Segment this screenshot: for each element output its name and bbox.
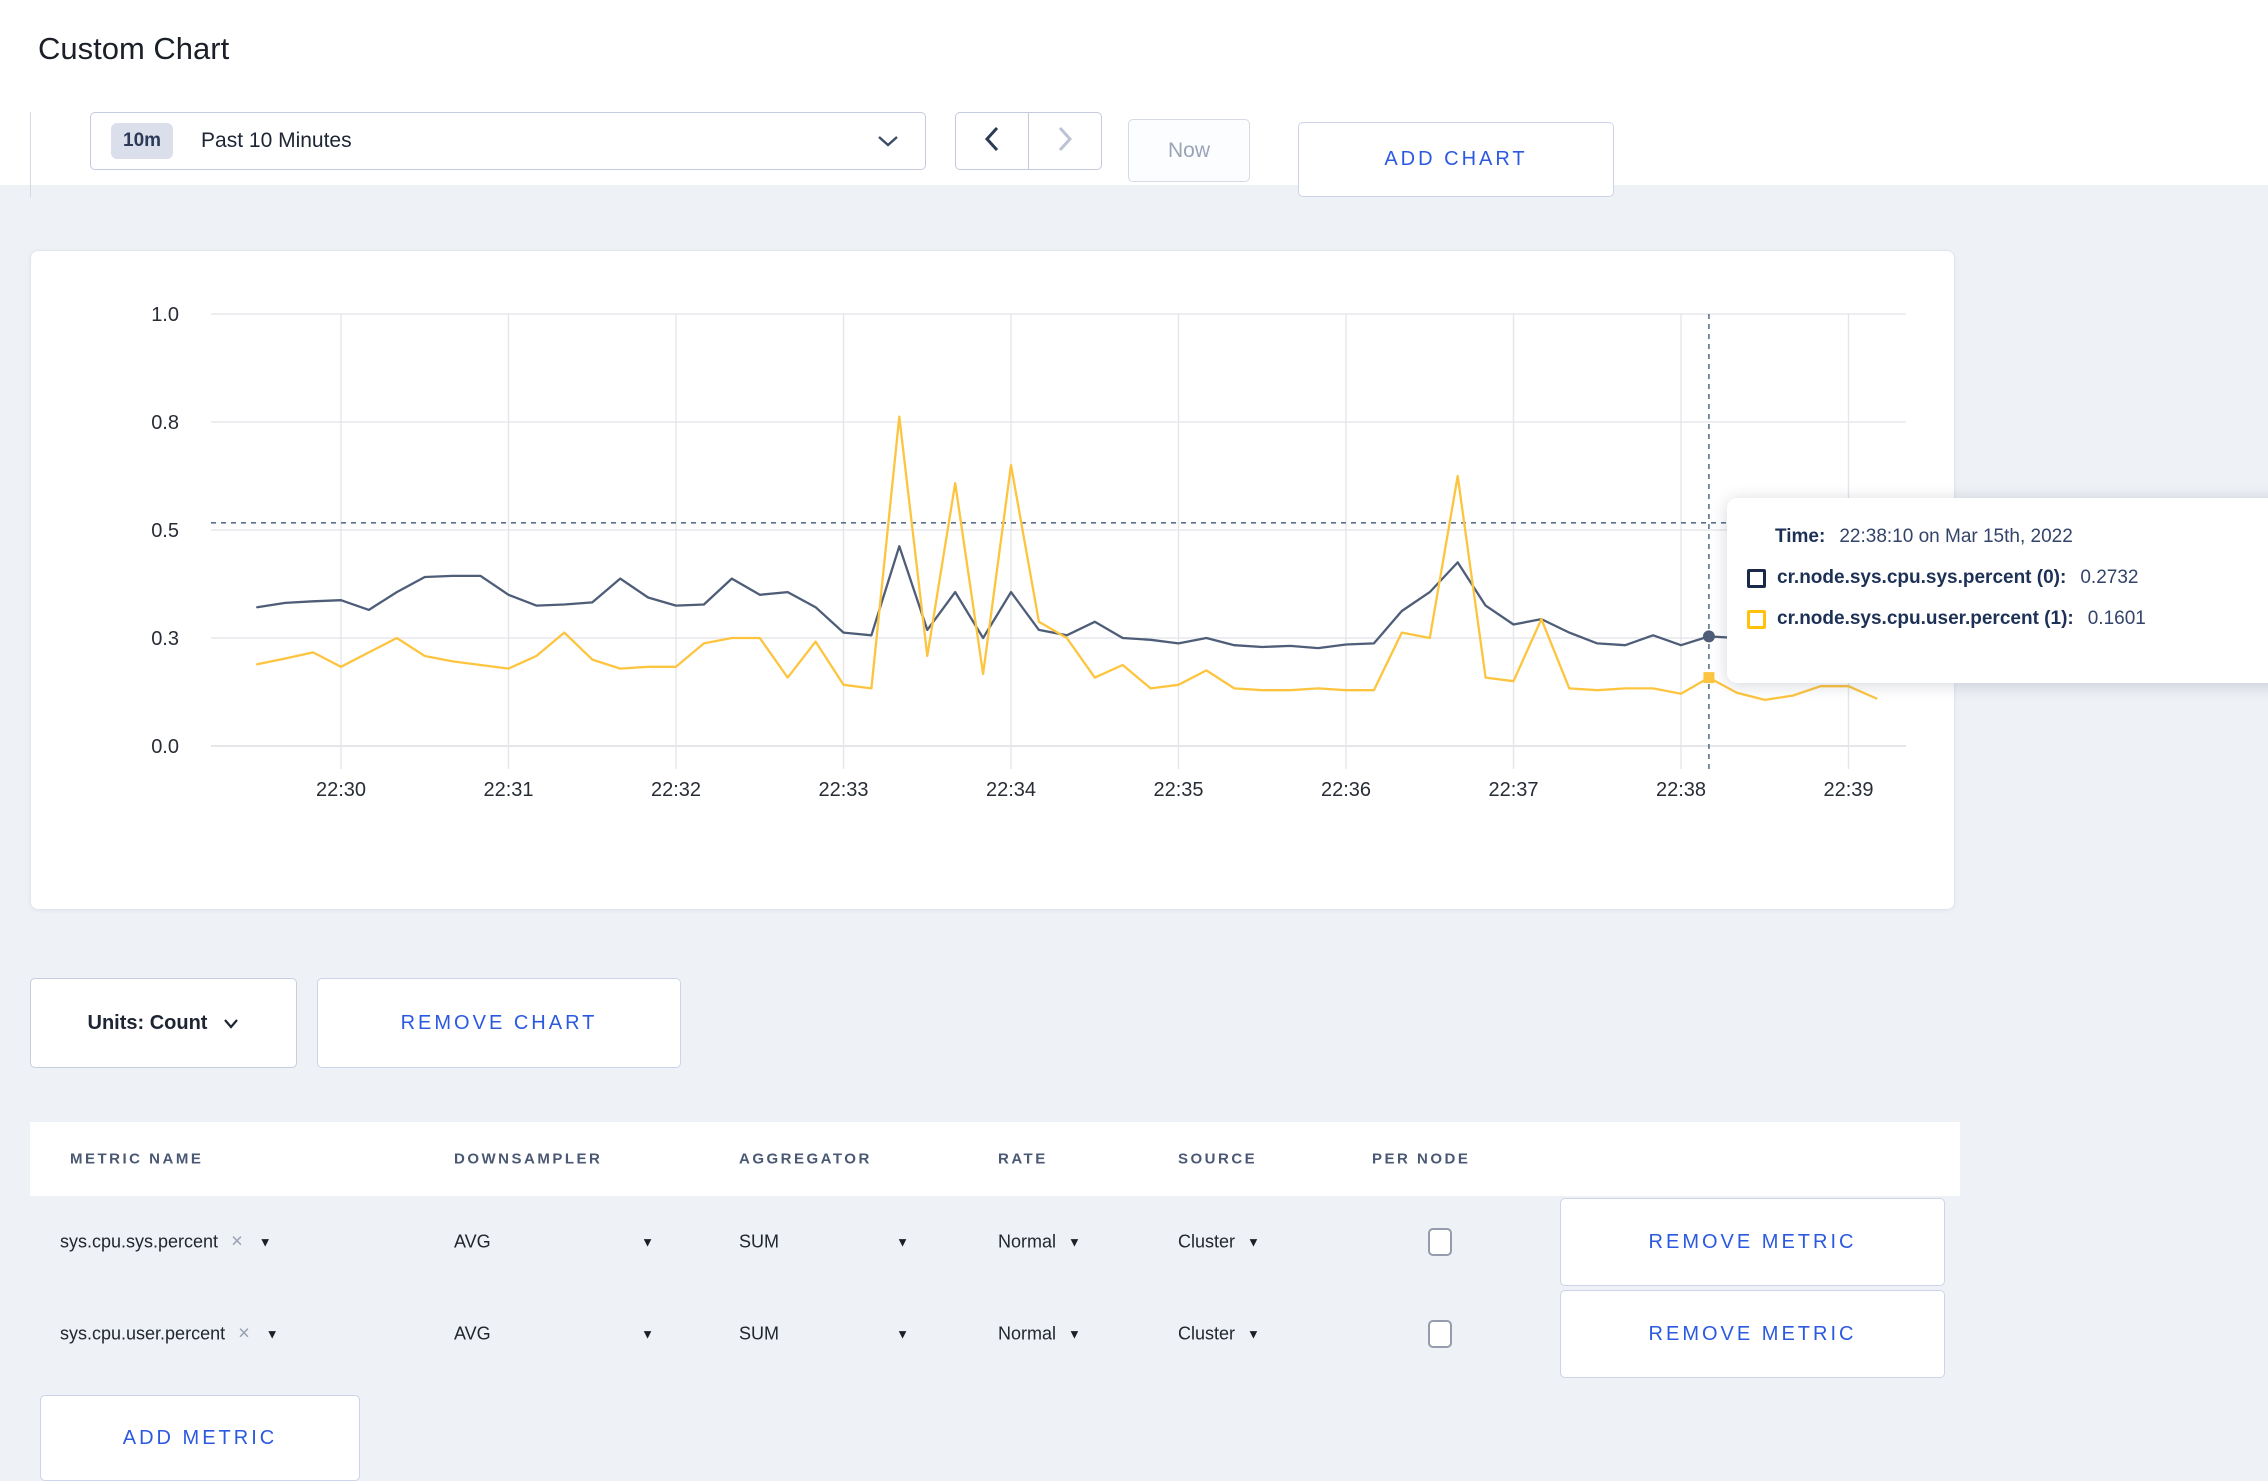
crosshair-dot-user — [1703, 672, 1715, 684]
metric-name-value: sys.cpu.user.percent — [60, 1323, 226, 1344]
remove-metric-button[interactable]: REMOVE METRIC — [1560, 1198, 1945, 1286]
caret-down-icon: ▼ — [896, 1326, 909, 1342]
per-node-checkbox[interactable] — [1428, 1228, 1452, 1256]
tooltip-series-row: cr.node.sys.cpu.sys.percent (0): 0.2732 — [1747, 567, 2268, 589]
time-prev-button[interactable] — [955, 112, 1029, 170]
caret-down-icon: ▼ — [1068, 1234, 1081, 1250]
user-series-swatch-icon — [1747, 609, 1766, 629]
aggregator-value: SUM — [739, 1323, 779, 1344]
y-tick-label: 0.5 — [151, 520, 179, 542]
series-line-sys — [256, 545, 1878, 650]
chevron-left-icon — [984, 126, 1000, 157]
chart-card: 1.0 0.8 0.5 0.3 0.0 22:30 22:31 22:32 22:33 22:34… — [30, 250, 1955, 910]
col-header-per-node: PER NODE — [1372, 1150, 1471, 1168]
source-value: Cluster — [1178, 1323, 1236, 1344]
downsampler-select[interactable]: AVG ▼ — [454, 1232, 654, 1253]
chevron-down-icon — [223, 1012, 239, 1035]
table-row: sys.cpu.user.percent × ▼ AVG ▼ SUM ▼ Nor… — [30, 1288, 1960, 1380]
x-tick-label: 22:30 — [316, 779, 366, 801]
x-tick-label: 22:33 — [818, 779, 868, 801]
col-header-rate: RATE — [998, 1150, 1048, 1168]
tooltip-time-row: Time: 22:38:10 on Mar 15th, 2022 — [1775, 526, 2268, 548]
caret-down-icon: ▼ — [641, 1326, 654, 1342]
units-label: Units: Count — [87, 1011, 208, 1034]
controls-left-divider — [30, 112, 31, 198]
metric-name-value: sys.cpu.sys.percent — [60, 1231, 219, 1252]
metric-name-select[interactable]: sys.cpu.sys.percent × ▼ — [60, 1231, 272, 1254]
caret-down-icon: ▼ — [641, 1234, 654, 1250]
metrics-table-header: METRIC NAME DOWNSAMPLER AGGREGATOR RATE … — [30, 1122, 1960, 1196]
clear-metric-icon[interactable]: × — [238, 1322, 250, 1345]
x-tick-label: 22:38 — [1656, 779, 1706, 801]
aggregator-value: SUM — [739, 1231, 779, 1252]
remove-chart-button[interactable]: REMOVE CHART — [317, 978, 681, 1068]
col-header-metric-name: METRIC NAME — [70, 1150, 204, 1168]
series-line-user — [256, 415, 1878, 702]
caret-down-icon: ▼ — [1247, 1326, 1260, 1342]
units-dropdown[interactable]: Units: Count — [30, 978, 297, 1068]
tooltip-time-label: Time: — [1775, 526, 1826, 547]
x-tick-label: 22:37 — [1488, 779, 1538, 801]
chevron-down-icon — [877, 134, 899, 148]
x-tick-label: 22:36 — [1321, 779, 1371, 801]
remove-metric-button[interactable]: REMOVE METRIC — [1560, 1290, 1945, 1378]
chevron-right-icon — [1057, 126, 1073, 157]
rate-value: Normal — [998, 1323, 1057, 1344]
time-next-button[interactable] — [1028, 112, 1102, 170]
tooltip-series-name: cr.node.sys.cpu.sys.percent (0): — [1777, 567, 2067, 588]
y-tick-label: 0.3 — [151, 628, 179, 650]
table-row: sys.cpu.sys.percent × ▼ AVG ▼ SUM ▼ Norm… — [30, 1196, 1960, 1288]
page-title: Custom Chart — [38, 30, 230, 66]
per-node-checkbox[interactable] — [1428, 1320, 1452, 1348]
tooltip-time-value: 22:38:10 on Mar 15th, 2022 — [1839, 526, 2073, 547]
tooltip-series-row: cr.node.sys.cpu.user.percent (1): 0.1601 — [1747, 608, 2268, 630]
time-range-badge: 10m — [111, 123, 174, 159]
source-select[interactable]: Cluster ▼ — [1178, 1232, 1260, 1253]
downsampler-value: AVG — [454, 1231, 491, 1252]
cpu-usage-chart-svg: 1.0 0.8 0.5 0.3 0.0 22:30 22:31 22:32 22:33 22:34… — [151, 304, 1906, 801]
source-select[interactable]: Cluster ▼ — [1178, 1324, 1260, 1345]
caret-down-icon: ▼ — [1247, 1234, 1260, 1250]
y-tick-label: 0.8 — [151, 412, 179, 434]
clear-metric-icon[interactable]: × — [231, 1230, 243, 1253]
add-chart-button[interactable]: ADD CHART — [1298, 122, 1614, 197]
aggregator-select[interactable]: SUM ▼ — [739, 1324, 909, 1345]
tooltip-series-value: 0.2732 — [2080, 567, 2139, 588]
rate-select[interactable]: Normal ▼ — [998, 1232, 1081, 1253]
x-tick-label: 22:35 — [1153, 779, 1203, 801]
downsampler-value: AVG — [454, 1323, 491, 1344]
y-tick-label: 1.0 — [151, 304, 179, 326]
sys-series-swatch-icon — [1747, 568, 1766, 588]
caret-down-icon: ▼ — [265, 1326, 279, 1342]
x-tick-label: 22:34 — [986, 779, 1036, 801]
now-button[interactable]: Now — [1128, 119, 1250, 182]
metric-name-select[interactable]: sys.cpu.user.percent × ▼ — [60, 1323, 279, 1346]
caret-down-icon: ▼ — [258, 1234, 272, 1250]
rate-select[interactable]: Normal ▼ — [998, 1324, 1081, 1345]
caret-down-icon: ▼ — [1068, 1326, 1081, 1342]
time-range-label: Past 10 Minutes — [201, 129, 352, 152]
downsampler-select[interactable]: AVG ▼ — [454, 1324, 654, 1345]
x-tick-label: 22:39 — [1823, 779, 1873, 801]
tooltip-series-name: cr.node.sys.cpu.user.percent (1): — [1777, 608, 2074, 629]
rate-value: Normal — [998, 1231, 1057, 1252]
x-tick-label: 22:31 — [483, 779, 533, 801]
chart-tooltip: Time: 22:38:10 on Mar 15th, 2022 cr.node… — [1727, 498, 2268, 683]
tooltip-series-value: 0.1601 — [2087, 608, 2146, 629]
col-header-downsampler: DOWNSAMPLER — [454, 1150, 603, 1168]
crosshair-dot-sys — [1702, 630, 1715, 643]
caret-down-icon: ▼ — [896, 1234, 909, 1250]
x-tick-label: 22:32 — [651, 779, 701, 801]
source-value: Cluster — [1178, 1231, 1236, 1252]
y-tick-label: 0.0 — [151, 736, 179, 758]
col-header-source: SOURCE — [1178, 1150, 1258, 1168]
aggregator-select[interactable]: SUM ▼ — [739, 1232, 909, 1253]
add-metric-button[interactable]: ADD METRIC — [40, 1395, 360, 1481]
time-range-dropdown[interactable]: 10m Past 10 Minutes — [90, 112, 926, 170]
col-header-aggregator: AGGREGATOR — [739, 1150, 872, 1168]
